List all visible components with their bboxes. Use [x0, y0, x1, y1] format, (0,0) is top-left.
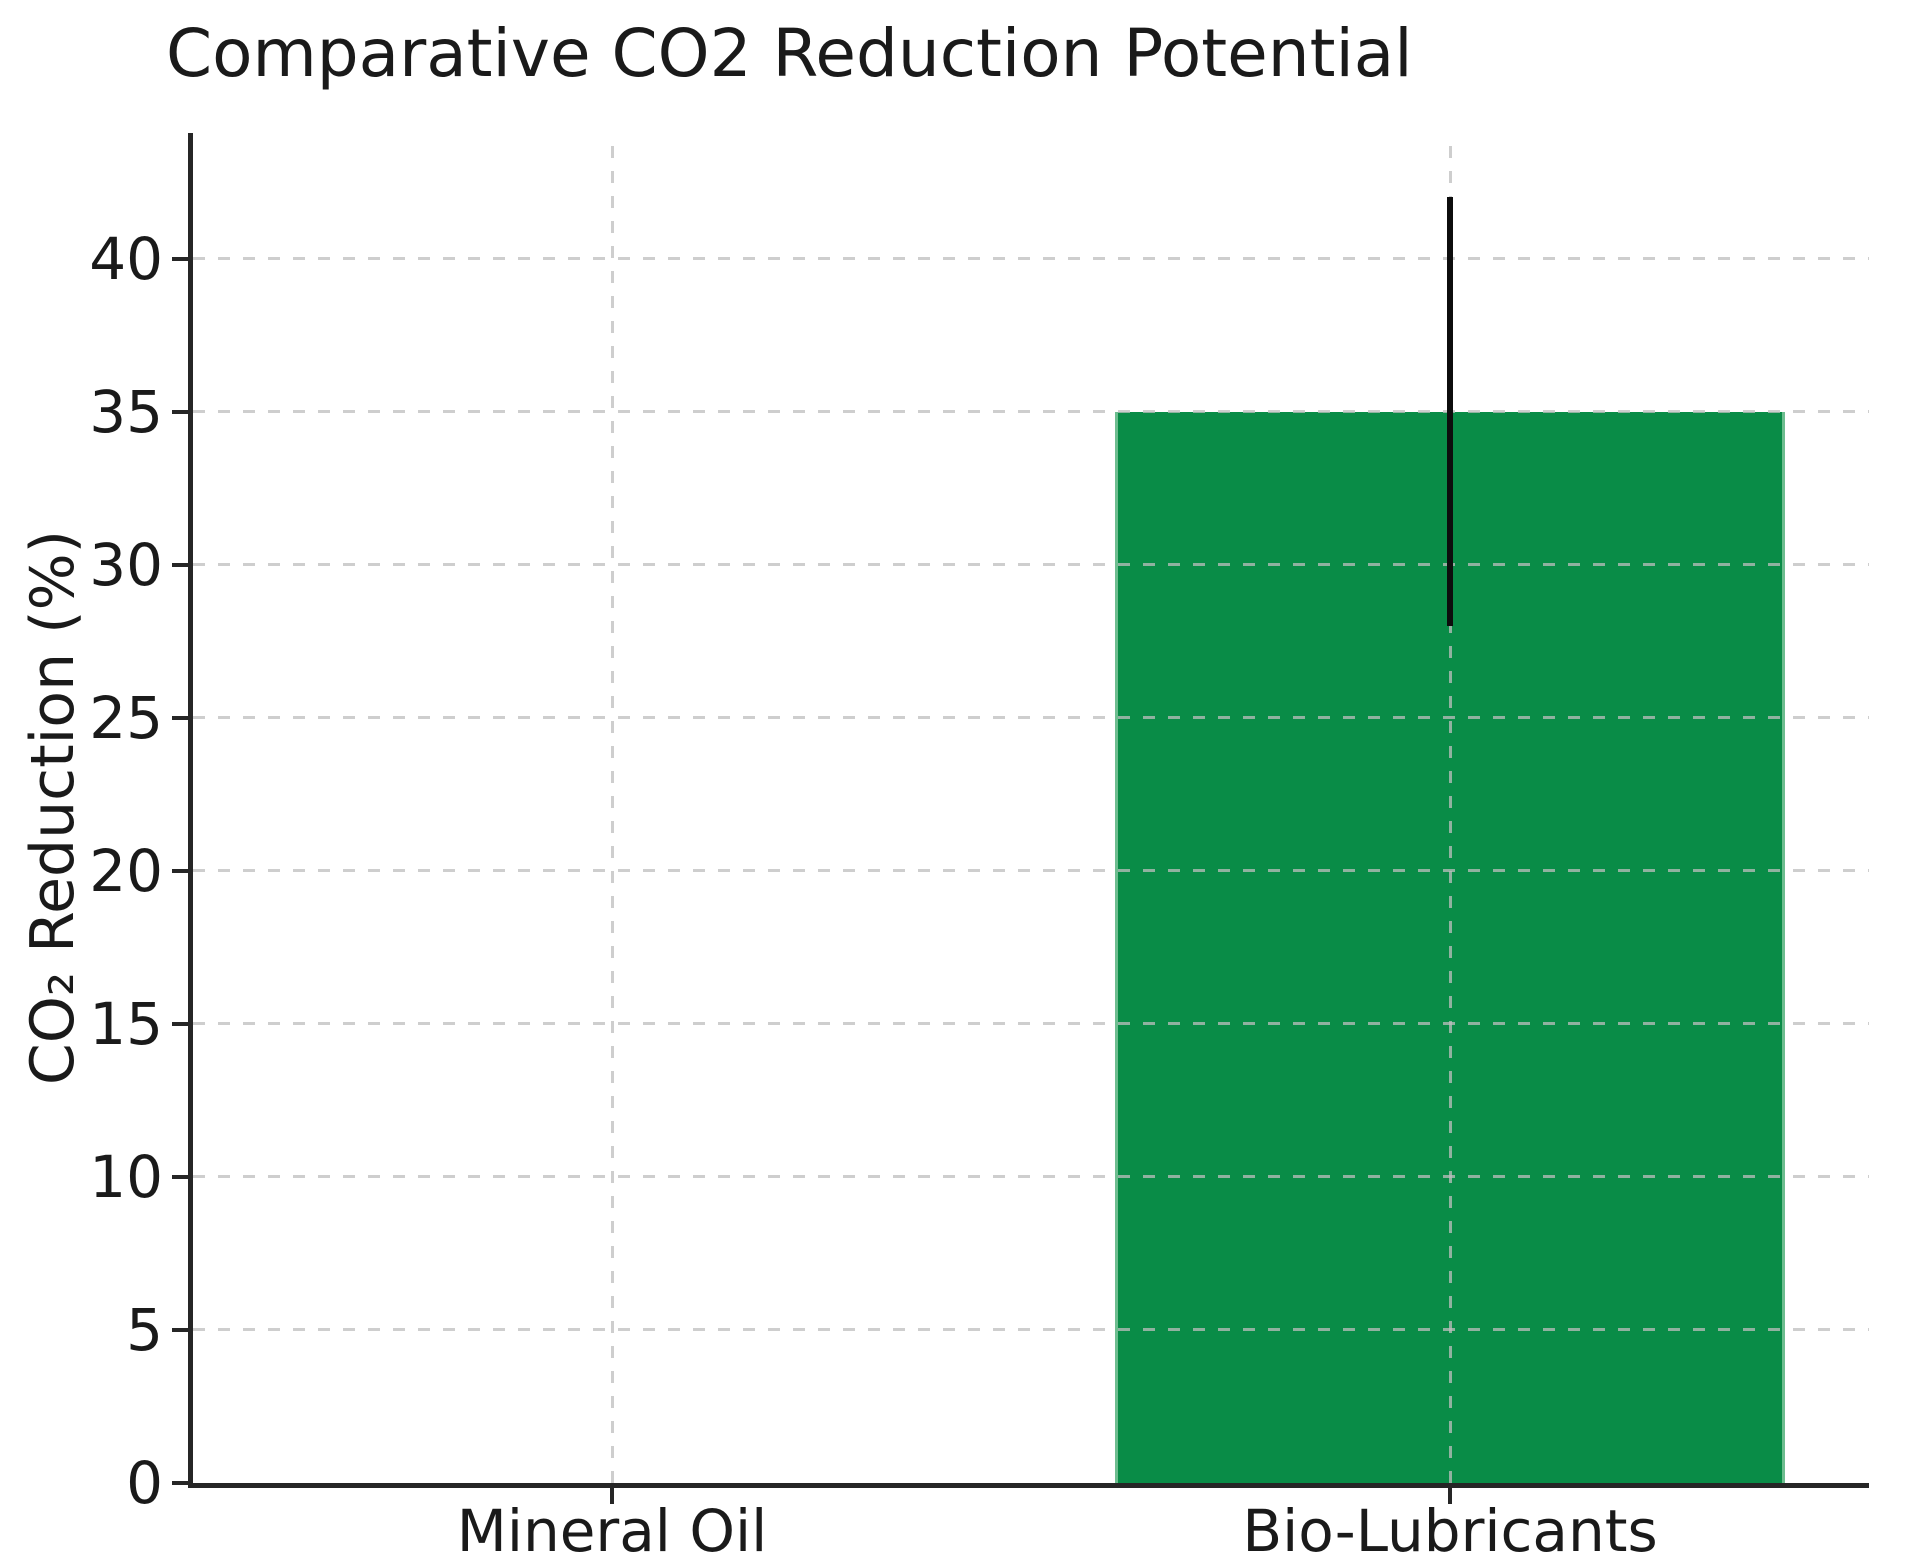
gridline-y-35: [193, 410, 1869, 414]
y-tick-mark: [172, 409, 188, 414]
gridline-y-25: [193, 716, 1869, 720]
x-tick-mark: [610, 1488, 614, 1504]
y-tick-label: 5: [126, 1295, 163, 1364]
y-tick-mark: [172, 868, 188, 873]
x-axis-spine: [188, 1483, 1869, 1488]
y-axis-label: CO₂ Reduction (%): [18, 530, 88, 1086]
x-tick-mark: [1448, 1488, 1452, 1504]
x-tick-label-bio-lubricants: Bio-Lubricants: [1242, 1497, 1658, 1565]
y-tick-mark: [172, 1174, 188, 1179]
chart-title: Comparative CO2 Reduction Potential: [166, 15, 1413, 92]
y-tick-label: 0: [126, 1449, 163, 1517]
y-tick-mark: [172, 715, 188, 720]
plot-area: 0 5 10 15 20 25 30 35 40 Mineral Oil Bio-Lubricant…: [89, 133, 1869, 1565]
y-tick-label: 40: [89, 224, 163, 293]
gridline-x-bio-lubricants: [1448, 133, 1452, 1483]
y-tick-mark: [172, 1021, 188, 1026]
y-axis-spine: [188, 133, 193, 1488]
y-tick-label: 20: [89, 836, 163, 905]
y-tick-label: 10: [89, 1142, 163, 1211]
gridline-x-mineral-oil: [610, 133, 614, 1483]
y-tick-label: 25: [89, 683, 163, 752]
y-tick-mark: [172, 256, 188, 261]
gridline-y-20: [193, 869, 1869, 873]
y-tick-label: 30: [89, 530, 163, 599]
gridline-y-15: [193, 1022, 1869, 1026]
y-tick-label: 35: [89, 377, 163, 446]
gridline-y-10: [193, 1175, 1869, 1179]
x-tick-label-mineral-oil: Mineral Oil: [456, 1497, 768, 1565]
y-tick-label: 15: [89, 989, 163, 1058]
error-bar-bio-lubricants: [1447, 197, 1453, 626]
y-tick-mark: [172, 1327, 188, 1332]
gridline-y-5: [193, 1328, 1869, 1332]
y-tick-mark: [172, 562, 188, 567]
gridline-y-30: [193, 563, 1869, 567]
y-tick-mark: [172, 1481, 188, 1485]
gridline-y-40: [193, 257, 1869, 260]
y-axis-label-wrap: CO₂ Reduction (%): [14, 133, 92, 1483]
